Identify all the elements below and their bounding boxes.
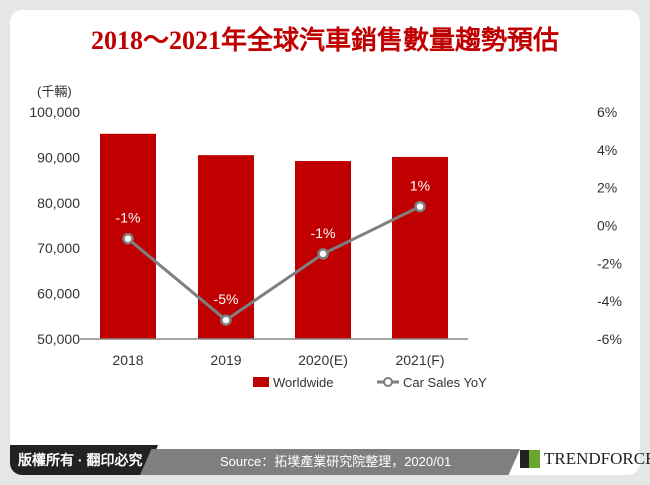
x-axis-tick: 2020(E) <box>298 352 348 368</box>
footer: 版權所有 · 翻印必究 Source：拓墣產業研究院整理，2020/01 TRE… <box>10 445 650 475</box>
line-point <box>317 248 329 260</box>
copyright-text: 版權所有 · 翻印必究 <box>10 445 158 475</box>
right-axis-tick: 2% <box>597 180 617 196</box>
left-axis-tick: 90,000 <box>37 149 80 165</box>
data-label: -5% <box>214 291 239 307</box>
left-axis-tick: 60,000 <box>37 286 80 302</box>
line-car-sales-yoy <box>127 205 421 322</box>
left-axis-unit: (千輛) <box>37 84 72 99</box>
trendforce-logo-icon <box>520 450 540 468</box>
trendforce-logo: TRENDFORCE <box>520 449 650 469</box>
right-axis-tick: 0% <box>597 218 617 234</box>
legend-marker-yoy <box>383 377 393 387</box>
data-label: 1% <box>410 178 430 194</box>
right-axis-tick: 4% <box>597 142 617 158</box>
logo-text: TRENDFORCE <box>544 449 650 468</box>
left-axis-tick: 80,000 <box>37 195 80 211</box>
left-axis-tick: 70,000 <box>37 240 80 256</box>
legend-label-yoy: Car Sales YoY <box>403 375 487 390</box>
x-axis-tick: 2018 <box>112 352 143 368</box>
chart-title: 2018～2021年全球汽車銷售數量趨勢預估 <box>90 26 559 55</box>
source-text: Source：拓墣產業研究院整理，2020/01 <box>140 449 520 475</box>
legend-swatch-worldwide <box>253 377 269 387</box>
line-point <box>220 314 232 326</box>
right-axis-tick: -6% <box>597 331 622 347</box>
bar-worldwide <box>198 155 254 339</box>
data-label: -1% <box>311 225 336 241</box>
x-axis-tick: 2019 <box>210 352 241 368</box>
legend-label-worldwide: Worldwide <box>273 375 333 390</box>
x-axis-tick: 2021(F) <box>395 352 444 368</box>
data-label: -1% <box>116 210 141 226</box>
left-axis-tick: 100,000 <box>29 104 80 120</box>
right-axis-tick: -2% <box>597 255 622 271</box>
right-axis-tick: 6% <box>597 104 617 120</box>
left-axis-tick: 50,000 <box>37 331 80 347</box>
line-point <box>122 232 134 245</box>
bar-worldwide <box>392 156 448 339</box>
right-axis-tick: -4% <box>597 293 622 309</box>
line-point <box>414 200 426 213</box>
